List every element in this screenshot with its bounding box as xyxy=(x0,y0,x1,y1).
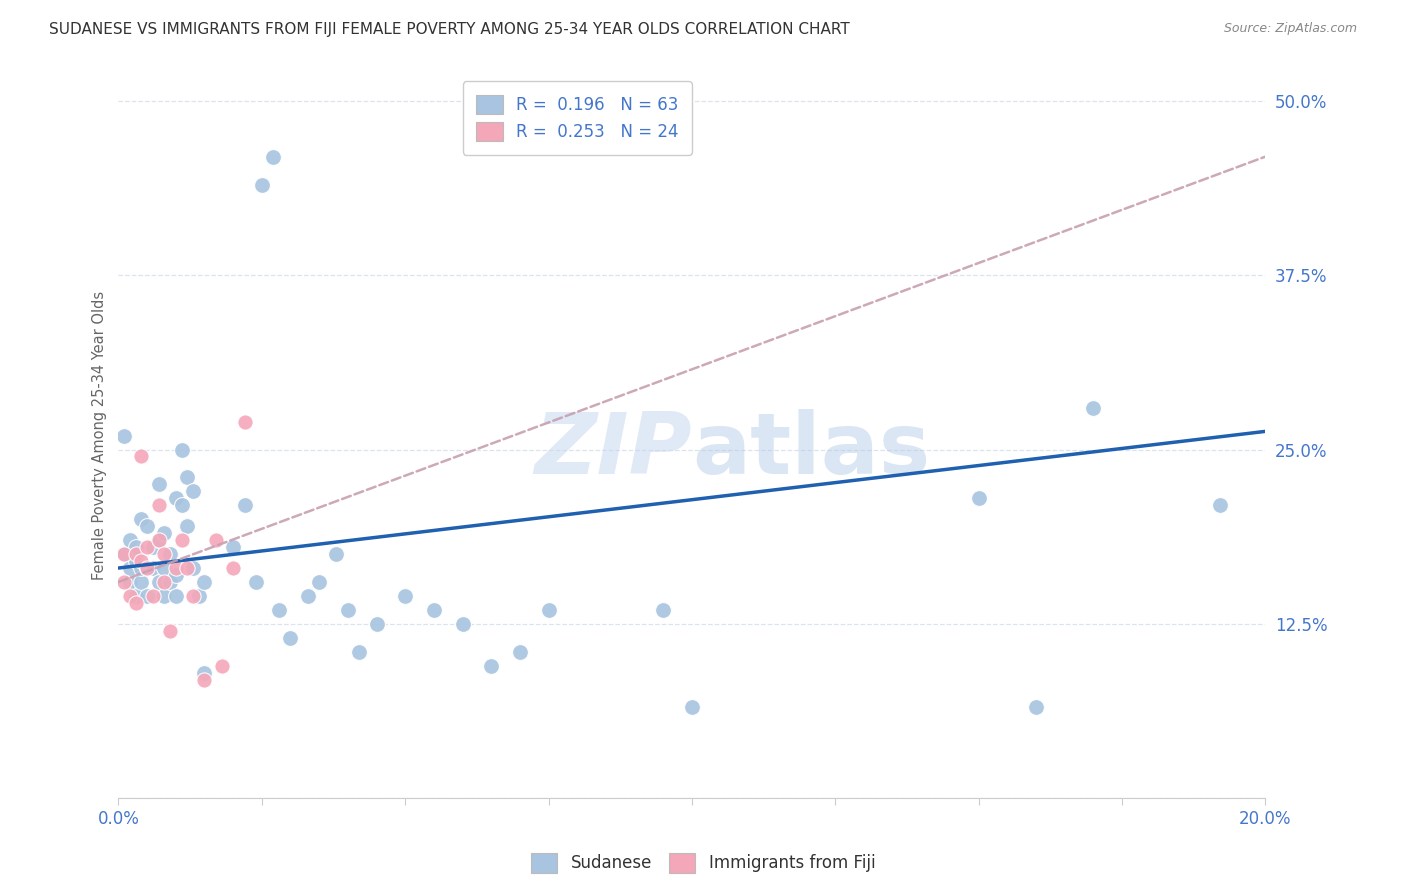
Point xyxy=(193,665,215,680)
Point xyxy=(148,533,170,548)
Point xyxy=(159,624,181,638)
Point xyxy=(153,526,176,541)
Point xyxy=(245,574,267,589)
Point xyxy=(233,415,256,429)
Point xyxy=(250,178,273,192)
Point xyxy=(222,540,245,554)
Point xyxy=(136,589,159,603)
Text: SUDANESE VS IMMIGRANTS FROM FIJI FEMALE POVERTY AMONG 25-34 YEAR OLDS CORRELATIO: SUDANESE VS IMMIGRANTS FROM FIJI FEMALE … xyxy=(49,22,851,37)
Point xyxy=(165,589,187,603)
Point xyxy=(170,498,193,512)
Legend: R =  0.196   N = 63, R =  0.253   N = 24: R = 0.196 N = 63, R = 0.253 N = 24 xyxy=(463,81,692,155)
Point xyxy=(181,484,204,499)
Point xyxy=(1208,498,1230,512)
Point xyxy=(308,574,330,589)
Legend: Sudanese, Immigrants from Fiji: Sudanese, Immigrants from Fiji xyxy=(524,847,882,880)
Point xyxy=(176,470,198,484)
Point xyxy=(394,589,416,603)
Point xyxy=(131,450,153,464)
Point xyxy=(165,561,187,575)
Point xyxy=(112,574,135,589)
Point xyxy=(131,554,153,568)
Point xyxy=(148,477,170,491)
Point xyxy=(112,547,135,561)
Point xyxy=(142,561,165,575)
Point xyxy=(967,491,990,506)
Point xyxy=(233,498,256,512)
Point xyxy=(142,589,165,603)
Point xyxy=(124,596,146,610)
Point xyxy=(366,616,388,631)
Point xyxy=(222,561,245,575)
Point xyxy=(159,547,181,561)
Point xyxy=(205,533,228,548)
Point xyxy=(170,442,193,457)
Point xyxy=(681,700,703,714)
Point xyxy=(170,533,193,548)
Point xyxy=(479,658,502,673)
Point xyxy=(165,568,187,582)
Y-axis label: Female Poverty Among 25-34 Year Olds: Female Poverty Among 25-34 Year Olds xyxy=(93,291,107,580)
Point xyxy=(131,512,153,526)
Point xyxy=(124,540,146,554)
Point xyxy=(267,603,290,617)
Point xyxy=(193,673,215,687)
Point xyxy=(262,150,284,164)
Point xyxy=(297,589,319,603)
Point xyxy=(148,498,170,512)
Point xyxy=(148,574,170,589)
Point xyxy=(153,589,176,603)
Point xyxy=(112,547,135,561)
Text: atlas: atlas xyxy=(692,409,931,491)
Point xyxy=(537,603,560,617)
Point xyxy=(124,589,146,603)
Point xyxy=(652,603,675,617)
Point xyxy=(325,547,347,561)
Point xyxy=(181,589,204,603)
Point xyxy=(118,533,141,548)
Point xyxy=(131,574,153,589)
Point xyxy=(124,554,146,568)
Point xyxy=(124,547,146,561)
Point xyxy=(509,645,531,659)
Point xyxy=(159,574,181,589)
Point xyxy=(142,540,165,554)
Point xyxy=(136,561,159,575)
Text: ZIP: ZIP xyxy=(534,409,692,491)
Point xyxy=(148,533,170,548)
Point xyxy=(211,658,233,673)
Point xyxy=(136,540,159,554)
Point xyxy=(176,519,198,533)
Point xyxy=(176,561,198,575)
Point xyxy=(136,561,159,575)
Point xyxy=(131,561,153,575)
Point xyxy=(181,561,204,575)
Point xyxy=(153,561,176,575)
Point xyxy=(1025,700,1047,714)
Point xyxy=(349,645,371,659)
Point xyxy=(165,491,187,506)
Point xyxy=(112,428,135,442)
Point xyxy=(187,589,209,603)
Point xyxy=(193,574,215,589)
Point xyxy=(153,547,176,561)
Text: Source: ZipAtlas.com: Source: ZipAtlas.com xyxy=(1223,22,1357,36)
Point xyxy=(118,574,141,589)
Point xyxy=(451,616,474,631)
Point xyxy=(280,631,302,645)
Point xyxy=(118,561,141,575)
Point xyxy=(136,519,159,533)
Point xyxy=(336,603,359,617)
Point xyxy=(118,589,141,603)
Point xyxy=(423,603,446,617)
Point xyxy=(153,574,176,589)
Point xyxy=(1083,401,1105,415)
